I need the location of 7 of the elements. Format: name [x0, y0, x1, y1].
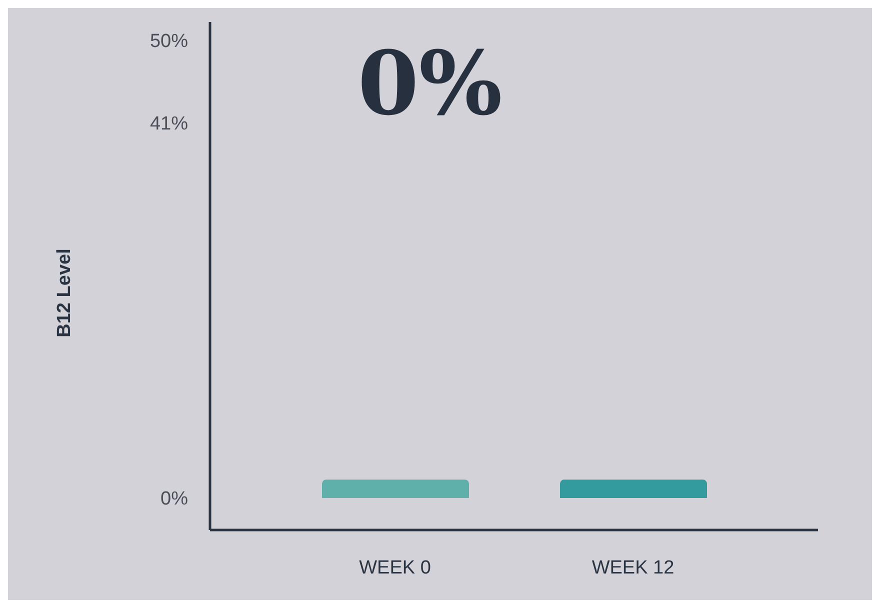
x-tick-label: WEEK 12: [592, 557, 674, 578]
y-tick-label: 50%: [150, 31, 188, 52]
annotation: 0%: [358, 31, 502, 135]
y-tick-label: 41%: [150, 113, 188, 134]
x-tick-label: WEEK 0: [359, 557, 431, 578]
y-tick-label: 0%: [160, 488, 188, 510]
y-axis-title: B12 Level: [54, 248, 76, 338]
